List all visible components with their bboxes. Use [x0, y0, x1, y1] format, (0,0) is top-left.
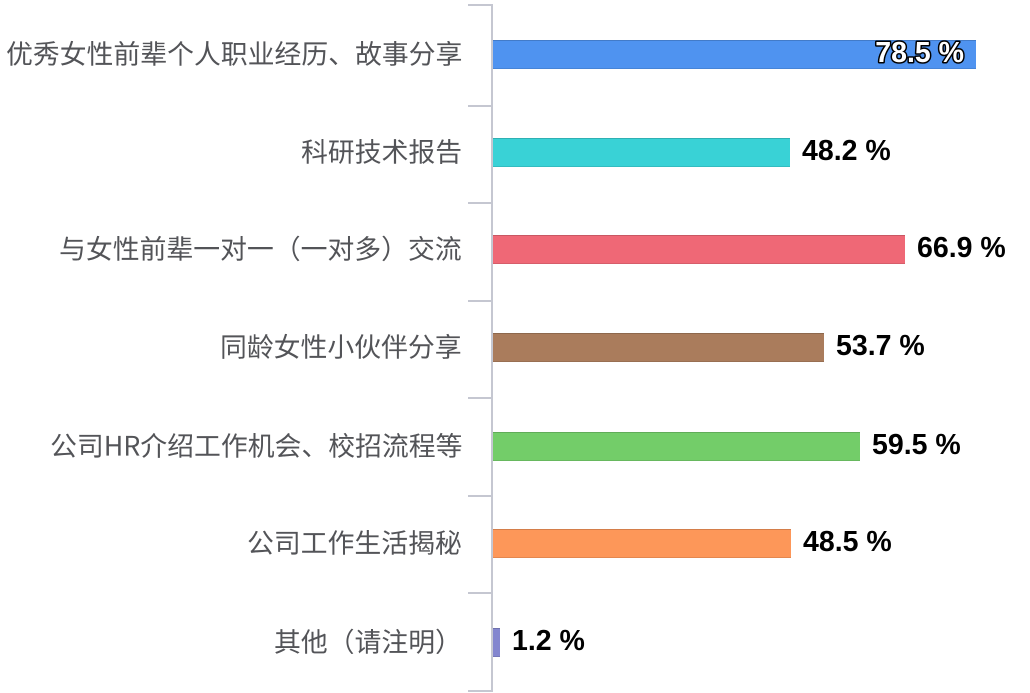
svg-text:78.5 %: 78.5 %: [875, 37, 964, 69]
